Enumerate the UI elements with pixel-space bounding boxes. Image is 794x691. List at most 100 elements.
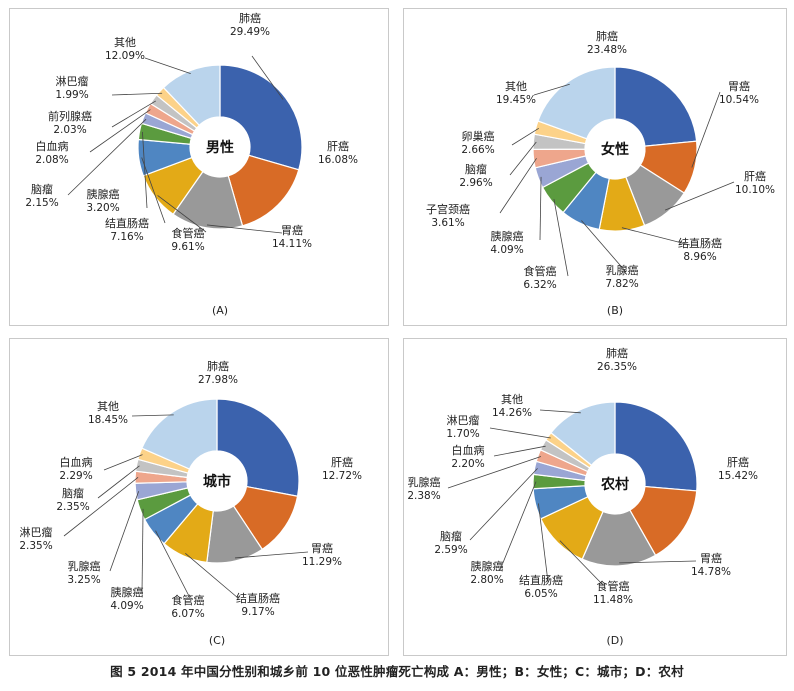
charts-svg: 肺癌29.49%肝癌16.08%胃癌14.11%食管癌9.61%结直肠癌7.16… [19, 11, 775, 647]
leader-line [559, 540, 604, 586]
pie-slice [219, 64, 303, 171]
slice-percent-label: 2.80% [470, 574, 503, 586]
slice-label: 食管癌 [524, 264, 557, 278]
slice-percent-label: 9.61% [171, 241, 204, 253]
leader-line [89, 109, 151, 153]
slice-percent-label: 19.45% [496, 94, 536, 106]
leader-line [691, 91, 721, 168]
slice-percent-label: 1.99% [55, 89, 88, 101]
slice-label: 食管癌 [172, 226, 205, 240]
leader-line [493, 445, 546, 457]
slice-label: 结直肠癌 [519, 573, 563, 587]
leader-line [142, 131, 148, 209]
slice-label: 淋巴瘤 [56, 74, 89, 88]
leader-line [553, 199, 569, 277]
panel-d-frame [403, 338, 787, 656]
slice-percent-label: 4.09% [490, 244, 523, 256]
panel-c-frame [9, 338, 389, 656]
slice-label: 结直肠癌 [678, 236, 722, 250]
leader-line [67, 118, 147, 196]
slice-percent-label: 6.32% [523, 279, 556, 291]
slice-percent-label: 6.07% [171, 608, 204, 620]
slice-label: 其他 [97, 400, 119, 413]
leader-line [581, 220, 627, 273]
leader-line [533, 83, 570, 96]
slice-label: 胃癌 [311, 541, 333, 555]
panel-a-frame [9, 8, 389, 326]
slice-label: 脑瘤 [31, 182, 53, 196]
panel-b-frame [403, 8, 787, 326]
slice-percent-label: 12.72% [322, 470, 362, 482]
slice-percent-label: 23.48% [587, 44, 627, 56]
slice-label: 食管癌 [597, 579, 630, 593]
slice-label: 白血病 [452, 443, 485, 457]
slice-percent-label: 14.11% [272, 238, 312, 250]
slice-percent-label: 2.35% [19, 540, 52, 552]
slice-label: 乳腺癌 [606, 263, 639, 277]
pie-slice [614, 66, 698, 147]
leader-line [155, 530, 191, 599]
slice-label: 胰腺癌 [87, 187, 120, 201]
slice-percent-label: 11.29% [302, 556, 342, 568]
slice-percent-label: 12.09% [105, 50, 145, 62]
slice-label: 脑瘤 [62, 486, 84, 500]
slice-label: 脑瘤 [465, 162, 487, 176]
leader-line [63, 477, 139, 537]
slice-percent-label: 2.08% [35, 154, 68, 166]
slice-label: 前列腺癌 [48, 109, 92, 123]
slice-percent-label: 2.96% [459, 177, 492, 189]
slice-label: 肝癌 [331, 455, 353, 469]
leader-line [131, 414, 174, 417]
slice-label: 食管癌 [172, 593, 205, 607]
slice-label: 胰腺癌 [471, 559, 504, 573]
slice-percent-label: 14.26% [492, 407, 532, 419]
leader-line [664, 181, 735, 211]
leader-line [97, 465, 140, 499]
slice-label: 子宫颈癌 [426, 202, 470, 216]
slice-percent-label: 29.49% [230, 26, 270, 38]
pie-slice [614, 401, 698, 492]
leader-line [141, 508, 144, 594]
leader-line [234, 551, 309, 559]
slice-label: 胰腺癌 [111, 585, 144, 599]
panel-label: (A) [212, 304, 228, 317]
slice-percent-label: 2.29% [59, 470, 92, 482]
slice-label: 肝癌 [744, 169, 766, 183]
slice-percent-label: 2.03% [53, 124, 86, 136]
leader-line [499, 158, 537, 214]
pie-slice [216, 398, 300, 497]
slice-label: 结直肠癌 [105, 216, 149, 230]
leader-line [251, 55, 284, 100]
slice-label: 淋巴瘤 [20, 525, 53, 539]
slice-label: 白血病 [36, 139, 69, 153]
leader-line [538, 503, 549, 583]
leader-line [447, 456, 542, 489]
panel-label: (C) [209, 634, 225, 647]
slice-percent-label: 3.25% [67, 574, 100, 586]
slice-percent-label: 2.35% [56, 501, 89, 513]
pie-slice [141, 398, 218, 470]
leader-line [109, 491, 140, 572]
slice-percent-label: 14.78% [691, 566, 731, 578]
slice-percent-label: 2.66% [461, 144, 494, 156]
leader-line [103, 454, 143, 471]
center-label: 农村 [600, 476, 629, 493]
slice-percent-label: 4.09% [110, 600, 143, 612]
figure-caption: 图 5 2014 年中国分性别和城乡前 10 位恶性肿瘤死亡构成 A：男性；B：… [110, 664, 684, 679]
slice-label: 卵巢癌 [462, 129, 495, 143]
slice-label: 胃癌 [728, 79, 750, 93]
leader-line [157, 195, 207, 233]
leader-line [489, 427, 551, 439]
slice-percent-label: 16.08% [318, 154, 358, 166]
slice-percent-label: 8.96% [683, 251, 716, 263]
slice-label: 肺癌 [207, 359, 229, 373]
leader-line [621, 227, 691, 246]
slice-percent-label: 7.82% [605, 278, 638, 290]
slice-percent-label: 1.70% [446, 428, 479, 440]
center-label: 城市 [203, 473, 231, 490]
